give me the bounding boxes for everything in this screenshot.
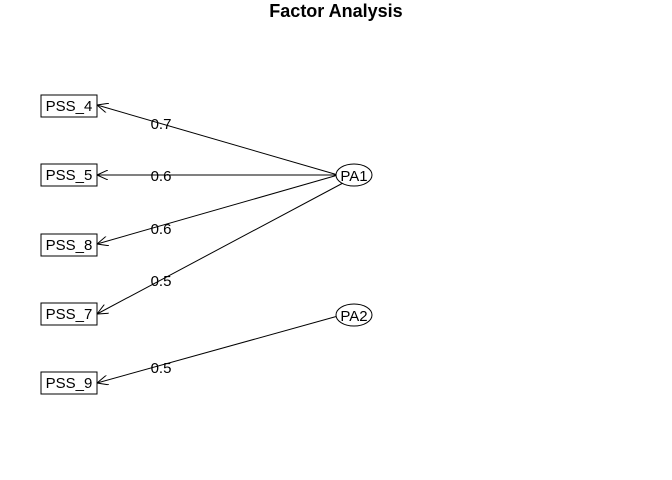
- edge-line: [97, 174, 339, 244]
- variable-box: [40, 94, 98, 118]
- loading-label: 0.6: [151, 168, 172, 185]
- loading-label: 0.6: [151, 221, 172, 238]
- variable-pss-9[interactable]: PSS_9: [40, 371, 98, 395]
- loading-label: 0.5: [151, 273, 172, 290]
- variable-label: PSS_8: [46, 237, 93, 254]
- edge-pa1-pss-8: 0.6: [97, 174, 339, 244]
- edge-pa1-pss-5: 0.6: [97, 168, 338, 185]
- factor-label: PA1: [340, 168, 367, 185]
- edge-pa1-pss-4: 0.7: [97, 105, 339, 176]
- factor-ellipse: [335, 163, 373, 187]
- factor-pa1[interactable]: PA1: [335, 163, 373, 187]
- variable-label: PSS_5: [46, 167, 93, 184]
- factor-pa2[interactable]: PA2: [335, 303, 373, 327]
- variable-box: [40, 233, 98, 257]
- variable-label: PSS_7: [46, 306, 93, 323]
- variable-box: [40, 163, 98, 187]
- variable-box: [40, 302, 98, 326]
- loading-label: 0.5: [151, 360, 172, 377]
- edge-line: [97, 315, 339, 383]
- variable-pss-4[interactable]: PSS_4: [40, 94, 98, 118]
- loading-edges: 0.7 0.6 0.6 0.5 0.5: [97, 105, 344, 383]
- variable-pss-7[interactable]: PSS_7: [40, 302, 98, 326]
- factor-label: PA2: [340, 308, 367, 325]
- edge-pa1-pss-7: 0.5: [97, 182, 344, 314]
- edge-pa2-pss-9: 0.5: [97, 315, 339, 383]
- variable-pss-5[interactable]: PSS_5: [40, 163, 98, 187]
- loading-label: 0.7: [151, 116, 172, 133]
- variable-box: [40, 371, 98, 395]
- diagram-title: Factor Analysis: [269, 1, 402, 21]
- variable-label: PSS_9: [46, 375, 93, 392]
- observed-variables: PSS_4 PSS_5 PSS_8 PSS_7 PSS_9: [40, 94, 98, 395]
- edge-line: [97, 182, 344, 314]
- edge-line: [97, 105, 339, 176]
- factor-ellipse: [335, 303, 373, 327]
- variable-pss-8[interactable]: PSS_8: [40, 233, 98, 257]
- latent-factors: PA1 PA2: [335, 163, 373, 327]
- variable-label: PSS_4: [46, 98, 93, 115]
